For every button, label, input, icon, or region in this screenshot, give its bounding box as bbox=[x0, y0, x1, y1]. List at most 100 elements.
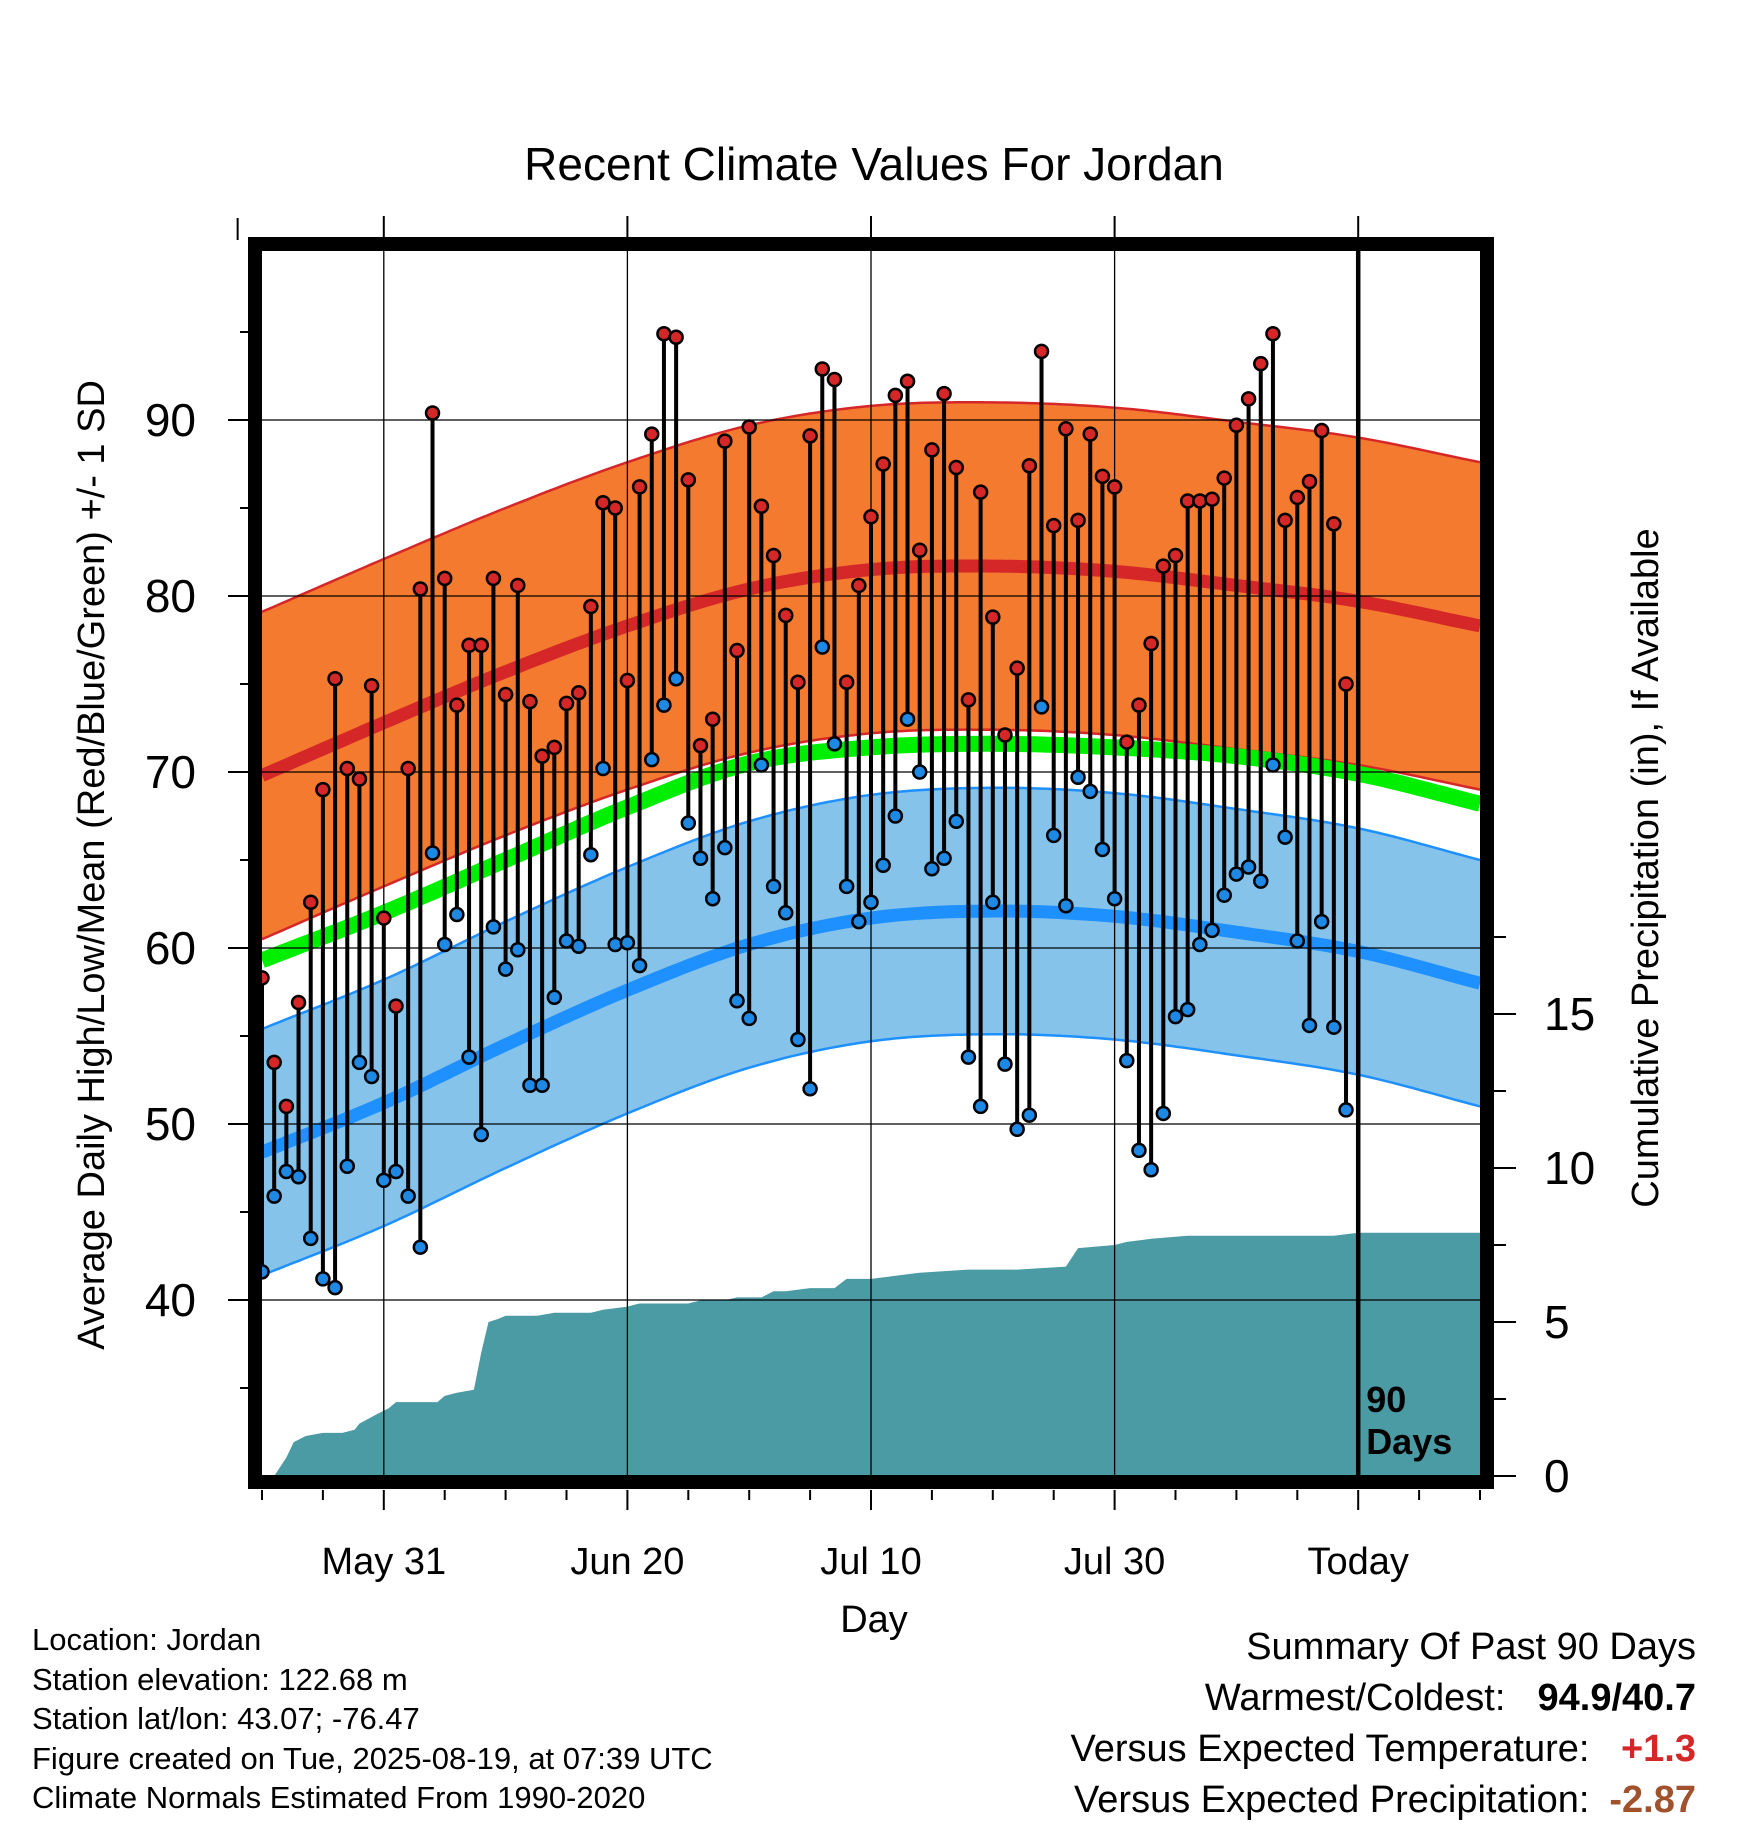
precip-vs-expected-value: -2.87 bbox=[1609, 1779, 1696, 1821]
y-tick-label: 60 bbox=[145, 922, 196, 974]
daily-high-point bbox=[1265, 326, 1281, 342]
daily-high-point bbox=[753, 498, 770, 514]
daily-high-point bbox=[985, 609, 1001, 625]
daily-low-point bbox=[1240, 859, 1257, 875]
daily-high-point bbox=[1082, 426, 1098, 442]
daily-low-point bbox=[1192, 936, 1208, 953]
elevation-text: Station elevation: 122.68 m bbox=[32, 1661, 408, 1697]
daily-low-point bbox=[461, 1049, 477, 1065]
warmest-coldest-label: Warmest/Coldest: bbox=[1204, 1677, 1506, 1719]
daily-high-point bbox=[631, 479, 648, 495]
y-tick-label: 70 bbox=[145, 746, 196, 798]
daily-high-point bbox=[570, 685, 587, 701]
daily-high-point bbox=[814, 361, 831, 377]
daily-low-point bbox=[729, 993, 745, 1009]
daily-high-point bbox=[1204, 491, 1220, 507]
y2-tick-label: 0 bbox=[1544, 1450, 1570, 1502]
y-tick-label: 40 bbox=[145, 1274, 196, 1326]
today-days-number: 90 bbox=[1366, 1379, 1406, 1420]
daily-low-point bbox=[899, 711, 916, 727]
daily-low-point bbox=[704, 890, 721, 907]
daily-low-point bbox=[692, 850, 709, 866]
daily-low-point bbox=[510, 942, 526, 958]
daily-low-point bbox=[558, 933, 575, 949]
daily-high-point bbox=[1033, 343, 1050, 360]
daily-high-point bbox=[899, 373, 916, 390]
station-info: Location: Jordan Station elevation: 122.… bbox=[32, 1620, 713, 1818]
y-tick-label: 90 bbox=[145, 394, 196, 446]
daily-high-point bbox=[997, 727, 1013, 743]
daily-low-point bbox=[644, 751, 660, 768]
daily-low-point bbox=[266, 1188, 282, 1204]
daily-low-point bbox=[534, 1077, 550, 1094]
daily-low-point bbox=[1143, 1162, 1159, 1178]
daily-low-point bbox=[327, 1279, 343, 1296]
daily-high-point bbox=[1326, 516, 1342, 532]
daily-low-point bbox=[717, 839, 733, 856]
created-text: Figure created on Tue, 2025-08-19, at 07… bbox=[32, 1740, 713, 1776]
daily-low-point bbox=[851, 913, 867, 930]
daily-high-point bbox=[1338, 676, 1354, 692]
daily-points-layer bbox=[260, 326, 1354, 1296]
precip-vs-expected-row: Versus Expected Precipitation: -2.87 bbox=[1071, 1775, 1696, 1826]
daily-low-point bbox=[1094, 841, 1111, 858]
daily-low-point bbox=[936, 850, 952, 866]
daily-range-layer bbox=[260, 333, 1349, 1288]
daily-low-point bbox=[570, 938, 587, 954]
daily-low-point bbox=[546, 989, 563, 1006]
daily-low-point bbox=[302, 1230, 319, 1247]
daily-high-point bbox=[327, 670, 343, 687]
daily-low-point bbox=[826, 736, 843, 752]
daily-high-point bbox=[1070, 512, 1086, 529]
daily-low-point bbox=[1277, 829, 1293, 845]
y-tick-label: 50 bbox=[145, 1098, 196, 1150]
daily-high-point bbox=[911, 542, 928, 558]
precip-vs-expected-label: Versus Expected Precipitation: bbox=[1074, 1779, 1590, 1821]
daily-low-point bbox=[1155, 1105, 1172, 1122]
daily-high-point bbox=[1216, 470, 1232, 486]
x-tick-label: Today bbox=[1307, 1541, 1408, 1583]
daily-low-point bbox=[790, 1031, 806, 1048]
daily-low-point bbox=[1131, 1142, 1147, 1159]
daily-high-point bbox=[717, 433, 733, 449]
daily-high-point bbox=[863, 509, 879, 525]
daily-low-point bbox=[1253, 873, 1269, 889]
summary-panel: Summary Of Past 90 Days Warmest/Coldest:… bbox=[1071, 1622, 1696, 1826]
daily-low-point bbox=[668, 670, 684, 687]
daily-high-point bbox=[1167, 547, 1184, 564]
axes-layer: 40 50 60 70 80 90 0 5 10 15 May 31 Jun 20 Jul 10 Jul … bbox=[145, 216, 1595, 1583]
daily-high-point bbox=[363, 678, 380, 694]
daily-high-point bbox=[522, 693, 538, 710]
daily-low-point bbox=[1326, 1019, 1342, 1035]
daily-high-point bbox=[729, 642, 745, 659]
daily-high-point bbox=[558, 695, 575, 712]
x-tick-label: Jun 20 bbox=[570, 1541, 684, 1583]
daily-low-point bbox=[363, 1068, 380, 1085]
daily-high-point bbox=[497, 686, 514, 703]
temp-vs-expected-row: Versus Expected Temperature: +1.3 bbox=[1071, 1724, 1696, 1775]
daily-high-point bbox=[351, 771, 368, 787]
daily-high-point bbox=[887, 387, 904, 404]
daily-high-point bbox=[266, 1054, 282, 1071]
daily-low-point bbox=[1313, 913, 1330, 930]
daily-low-point bbox=[753, 757, 770, 773]
daily-low-point bbox=[351, 1054, 368, 1071]
daily-high-point bbox=[546, 739, 563, 756]
daily-low-point bbox=[1167, 1008, 1184, 1025]
daily-high-point bbox=[1301, 473, 1318, 490]
daily-high-point bbox=[1192, 493, 1208, 509]
daily-low-point bbox=[887, 808, 904, 824]
daily-low-point bbox=[485, 919, 502, 935]
daily-low-point bbox=[497, 961, 514, 977]
daily-high-point bbox=[1240, 391, 1257, 407]
daily-low-point bbox=[449, 906, 465, 923]
daily-low-point bbox=[1119, 1052, 1135, 1069]
daily-low-point bbox=[1009, 1121, 1025, 1138]
daily-high-point bbox=[583, 598, 599, 615]
daily-high-point bbox=[741, 419, 757, 435]
daily-low-point bbox=[1082, 783, 1098, 800]
daily-low-point bbox=[765, 878, 782, 895]
daily-low-point bbox=[680, 815, 697, 831]
